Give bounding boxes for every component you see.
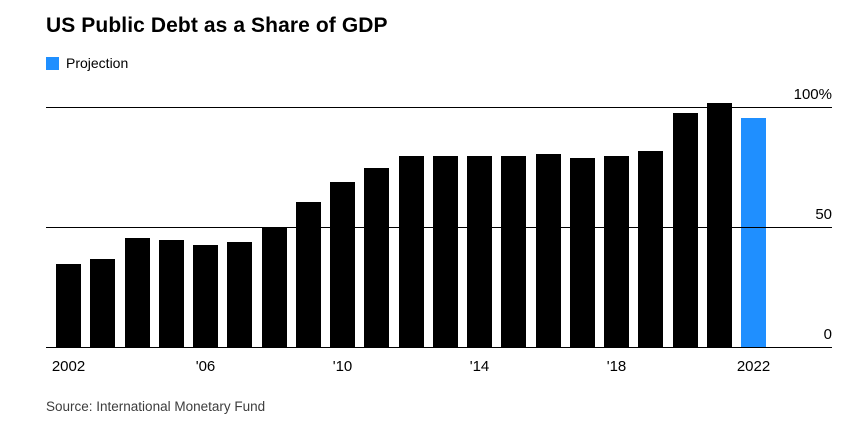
x-tick-cell-2014: '14 <box>467 358 492 378</box>
bar-chart-plot-area: 100% 50 0 <box>46 86 832 348</box>
bars-container <box>56 90 766 348</box>
x-tick-cell-2015 <box>501 358 526 378</box>
bar-2009 <box>295 201 321 348</box>
gridline-100 <box>46 107 832 108</box>
x-axis: 2002 '06 '10 '14 '18 2022 <box>52 358 770 378</box>
bar-2005 <box>158 240 184 348</box>
x-tick-label-2006: '06 <box>195 358 216 375</box>
x-tick-cell-2018: '18 <box>604 358 629 378</box>
bar-2018 <box>604 156 629 348</box>
x-tick-label-2022: 2022 <box>736 358 771 375</box>
x-tick-cell-2010: '10 <box>330 358 355 378</box>
x-tick-label-2018: '18 <box>606 358 627 375</box>
x-tick-cell-2022: 2022 <box>737 358 770 378</box>
x-tick-cell-2004 <box>125 358 150 378</box>
bar-2021 <box>706 103 732 348</box>
y-tick-label-100: 100% <box>793 86 832 103</box>
projection-bar-2022 <box>741 117 766 348</box>
bar-2006 <box>193 244 218 348</box>
bar-2003 <box>90 259 116 348</box>
bar-2010 <box>330 182 355 348</box>
source-note: Source: International Monetary Fund <box>46 399 266 414</box>
gridline-0 <box>46 347 832 348</box>
projection-legend-swatch <box>46 56 59 70</box>
bar-2011 <box>364 168 390 348</box>
legend: Projection <box>46 55 128 71</box>
gridline-50 <box>46 227 832 228</box>
bar-2008 <box>261 228 287 348</box>
bar-2004 <box>124 237 150 348</box>
x-tick-cell-2006: '06 <box>193 358 218 378</box>
x-tick-label-2010: '10 <box>332 358 353 375</box>
x-tick-cell-2011 <box>364 358 389 378</box>
bar-2012 <box>398 156 424 348</box>
y-tick-label-0: 0 <box>823 326 832 343</box>
bar-2014 <box>467 156 492 348</box>
x-tick-cell-2007 <box>227 358 252 378</box>
bar-2013 <box>432 156 458 348</box>
x-tick-cell-2005 <box>159 358 184 378</box>
bar-2016 <box>535 153 561 348</box>
x-tick-label-2002: 2002 <box>51 358 86 375</box>
x-tick-cell-2016 <box>536 358 561 378</box>
x-tick-cell-2017 <box>570 358 595 378</box>
x-tick-cell-2013 <box>433 358 458 378</box>
x-tick-label-2014: '14 <box>469 358 490 375</box>
bar-2020 <box>672 112 698 348</box>
bar-2007 <box>227 242 253 348</box>
bar-2019 <box>638 151 664 348</box>
projection-legend-label: Projection <box>66 55 129 71</box>
bar-2017 <box>569 158 595 348</box>
bar-2015 <box>501 156 527 348</box>
x-tick-cell-2002: 2002 <box>52 358 85 378</box>
x-tick-cell-2009 <box>296 358 321 378</box>
x-tick-cell-2019 <box>638 358 663 378</box>
bar-2002 <box>56 264 81 348</box>
y-tick-label-50: 50 <box>815 206 832 223</box>
x-tick-cell-2008 <box>262 358 287 378</box>
x-tick-cell-2021 <box>707 358 732 378</box>
x-tick-cell-2003 <box>90 358 115 378</box>
x-tick-cell-2020 <box>673 358 698 378</box>
chart-title: US Public Debt as a Share of GDP <box>46 14 388 37</box>
x-tick-cell-2012 <box>399 358 424 378</box>
